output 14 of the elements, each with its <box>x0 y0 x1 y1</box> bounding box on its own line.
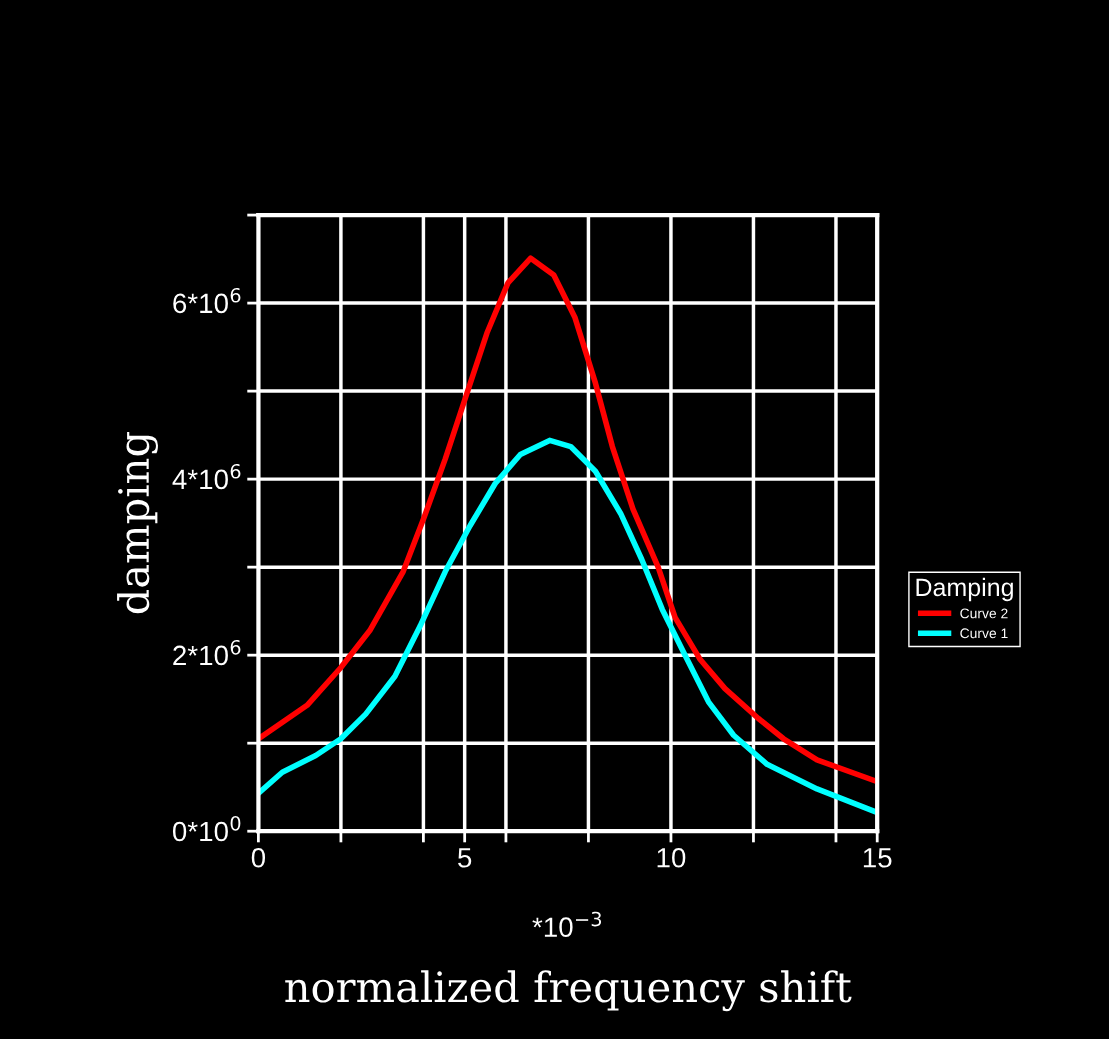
y-axis-title: damping <box>117 432 158 614</box>
y-tick-label: 0*10$^{0}$ <box>172 815 241 842</box>
legend-label: Curve 1 <box>960 628 1008 639</box>
y-tick-label: 4*10$^{6}$ <box>172 463 241 490</box>
legend-label: Curve 2 <box>960 608 1008 619</box>
x-tick-label: 15 <box>863 848 892 868</box>
y-tick-label: 2*10$^{6}$ <box>173 639 241 666</box>
text: *10$^{−3}$ <box>532 911 602 938</box>
x-tick-label: 5 <box>458 848 472 868</box>
x-tick-label: 0 <box>251 847 266 868</box>
x-axis-title: normalized frequency shift <box>285 970 852 1012</box>
legend-title: Damping <box>916 577 1013 602</box>
x-tick-label: 10 <box>657 847 686 868</box>
y-tick-label: 6*10$^{6}$ <box>173 287 241 314</box>
